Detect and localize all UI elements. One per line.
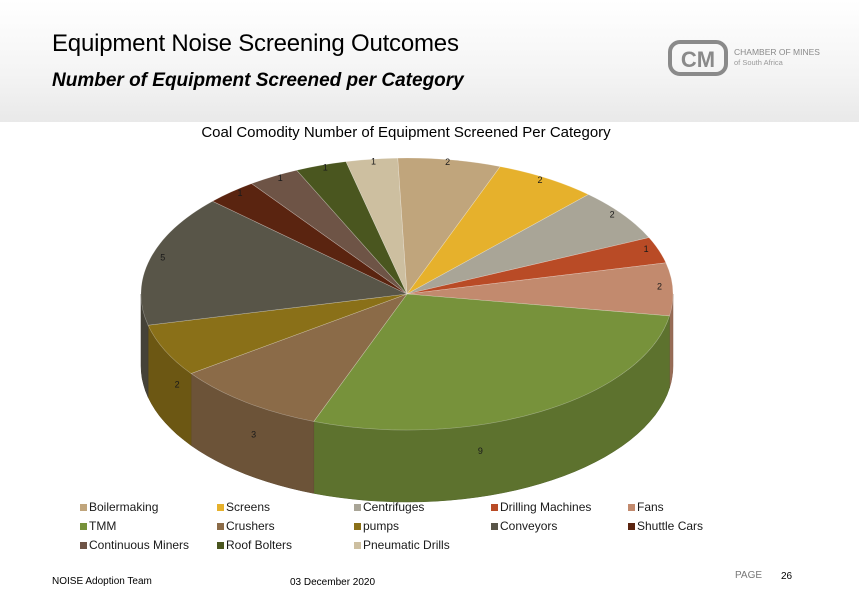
footer-page-number: 26 [781, 571, 793, 582]
data-label-tmm: 9 [478, 446, 483, 456]
legend-swatch [217, 522, 224, 530]
pie-slice-shuttle-cars [211, 183, 408, 295]
footer-page-label: PAGE [735, 570, 763, 581]
legend-item-pneumatic-drills: Pneumatic Drills [354, 538, 491, 552]
legend-swatch [217, 503, 224, 511]
legend-label: Fans [637, 500, 664, 514]
data-label-screens: 2 [537, 175, 542, 185]
pie-slice-roof-bolters [296, 161, 408, 295]
slide-title: Equipment Noise Screening Outcomes [52, 30, 459, 57]
legend-item-drilling-machines: Drilling Machines [491, 500, 628, 514]
slide-subtitle: Number of Equipment Screened per Categor… [52, 70, 464, 91]
pie-slice-crushers [190, 293, 408, 422]
pie-slice-centrifuges [406, 194, 650, 295]
legend-swatch [491, 503, 498, 511]
legend-item-shuttle-cars: Shuttle Cars [628, 519, 765, 533]
legend-label: Shuttle Cars [637, 519, 704, 533]
logo-mark-box [668, 40, 728, 76]
pie-slice-conveyors [140, 200, 409, 326]
data-label-continuous-miners: 1 [278, 173, 283, 183]
legend-swatch [628, 522, 635, 530]
legend-item-tmm: TMM [80, 519, 217, 533]
pie-slice-tmm [313, 293, 670, 431]
data-label-centrifuges: 2 [610, 210, 615, 220]
data-label-drilling-machines: 1 [644, 244, 649, 254]
data-label-conveyors: 5 [160, 253, 165, 263]
pie-slice-boilermaking [397, 157, 501, 295]
legend-label: Boilermaking [89, 500, 159, 514]
logo-line1: CHAMBER OF MINES [734, 47, 820, 57]
legend-label: TMM [89, 519, 117, 533]
pie-slice-continuous-miners [250, 169, 408, 295]
data-label-roof-bolters: 1 [323, 163, 328, 173]
legend-item-centrifuges: Centrifuges [354, 500, 491, 514]
data-label-crushers: 3 [251, 429, 256, 439]
chart-title: Coal Comodity Number of Equipment Screen… [201, 124, 611, 141]
legend-item-crushers: Crushers [217, 519, 354, 533]
legend-swatch [354, 541, 361, 549]
legend-item-roof-bolters: Roof Bolters [217, 538, 354, 552]
legend-swatch [80, 522, 87, 530]
pie-data-labels: 2 2 2 1 2 9 3 2 5 1 1 1 1 [160, 157, 662, 457]
footer-team: NOISE Adoption Team [52, 576, 152, 587]
legend-label: Roof Bolters [226, 538, 293, 552]
legend-item-conveyors: Conveyors [491, 519, 628, 533]
footer-date: 03 December 2020 [290, 577, 376, 588]
legend-swatch [628, 503, 635, 511]
legend-label: Conveyors [500, 519, 558, 533]
legend-label: Crushers [226, 519, 275, 533]
legend-swatch [354, 522, 361, 530]
chamber-of-mines-logo: CM CHAMBER OF MINES of South Africa [668, 40, 820, 76]
legend-item-pumps: pumps [354, 519, 491, 533]
legend-label: Drilling Machines [500, 500, 592, 514]
data-label-pneumatic-drills: 1 [371, 157, 376, 167]
legend-swatch [217, 541, 224, 549]
legend-swatch [491, 522, 498, 530]
legend-swatch [80, 541, 87, 549]
legend-label: Pneumatic Drills [363, 538, 450, 552]
legend-item-screens: Screens [217, 500, 354, 514]
logo-line2: of South Africa [734, 58, 784, 67]
legend-label: Screens [226, 500, 271, 514]
pie-slice-pumps [147, 293, 408, 374]
pie-slice-drilling-machines [406, 237, 667, 295]
logo-mark: CM [681, 47, 715, 72]
legend-item-continuous-miners: Continuous Miners [80, 538, 217, 552]
pie-slice-screens [406, 166, 590, 295]
header-band [0, 0, 859, 122]
pie-slice-fans [406, 262, 674, 317]
data-label-shuttle-cars: 1 [237, 188, 242, 198]
legend-label: Centrifuges [363, 500, 425, 514]
legend-item-boilermaking: Boilermaking [80, 500, 217, 514]
data-label-boilermaking: 2 [445, 157, 450, 167]
legend-label: pumps [363, 519, 400, 533]
data-label-pumps: 2 [175, 380, 180, 390]
pie-top-faces [140, 157, 674, 431]
legend-swatch [354, 503, 361, 511]
pie-side-walls [140, 293, 674, 503]
legend-item-fans: Fans [628, 500, 765, 514]
pie-slice-pneumatic-drills [345, 157, 408, 295]
legend-swatch [80, 503, 87, 511]
data-label-fans: 2 [657, 281, 662, 291]
chart-legend: Boilermaking Screens Centrifuges Drilling M… [80, 500, 780, 552]
legend-label: Continuous Miners [89, 538, 190, 552]
